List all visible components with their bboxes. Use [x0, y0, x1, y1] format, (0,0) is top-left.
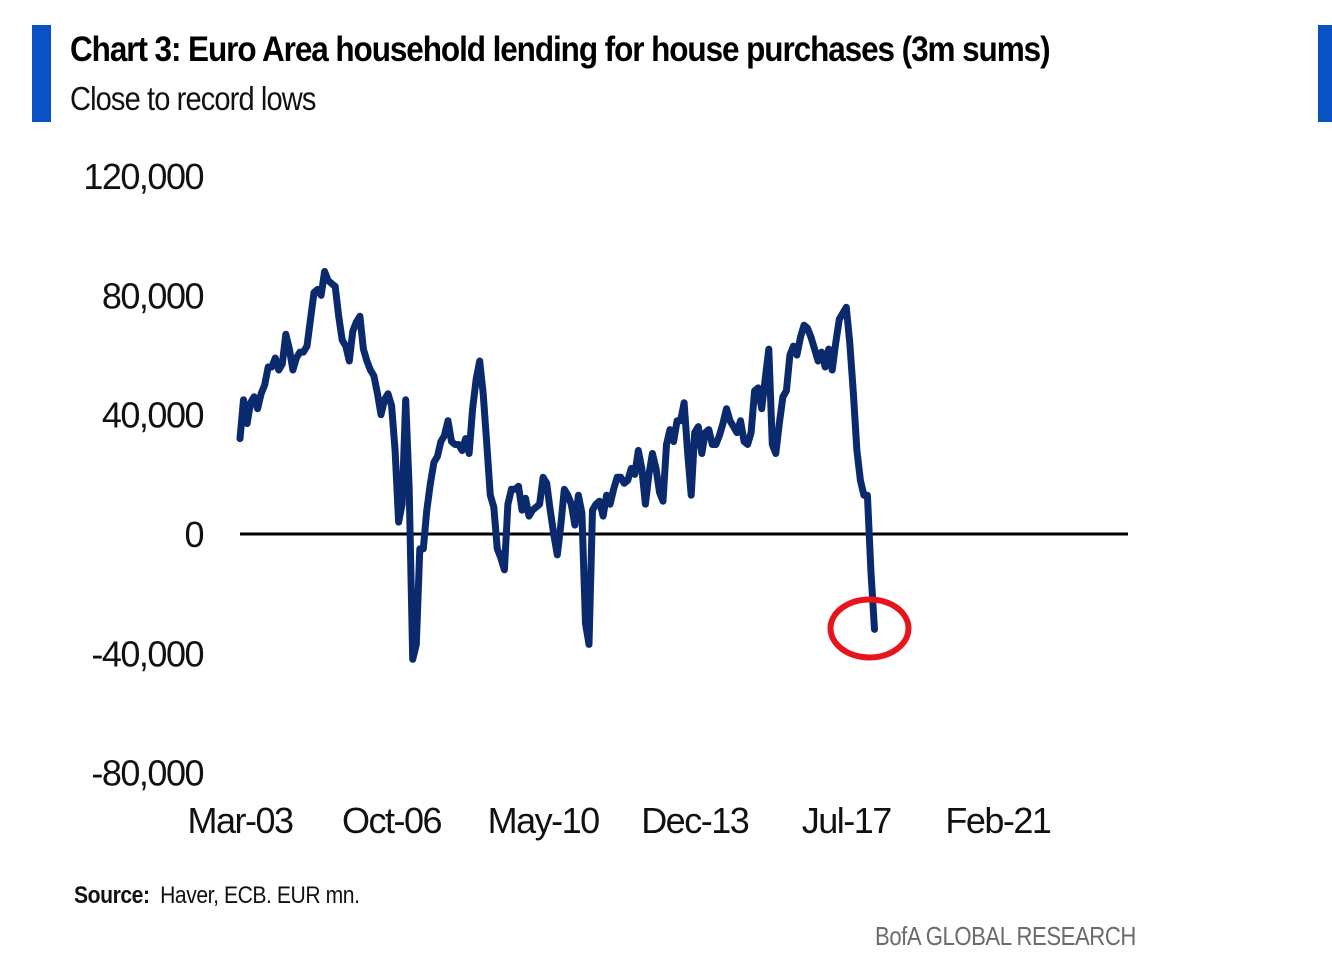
chart-title: Chart 3: Euro Area household lending for… [70, 30, 1051, 69]
x-tick-label: Oct-06 [342, 800, 442, 841]
x-tick-label: Dec-13 [641, 800, 749, 841]
x-tick-label: May-10 [488, 800, 600, 841]
source-note: Source: Haver, ECB. EUR mn. [74, 882, 360, 910]
accent-bar-right [1318, 25, 1332, 122]
y-tick-label: 80,000 [102, 275, 204, 316]
y-axis: 120,000 80,000 40,000 0 -40,000 -80,000 [83, 156, 205, 794]
accent-bar-left [32, 25, 51, 122]
source-text: Haver, ECB. EUR mn. [160, 882, 360, 909]
highlight-circle [827, 596, 912, 661]
y-tick-label: -80,000 [91, 753, 203, 794]
y-tick-label: 0 [184, 514, 203, 555]
y-tick-label: 40,000 [102, 395, 204, 436]
annotation-group [827, 596, 912, 661]
series-group [236, 268, 878, 663]
x-axis: Mar-03 Oct-06 May-10 Dec-13 Jul-17 Feb-21 [187, 800, 1052, 841]
series-line [236, 268, 878, 663]
x-tick-label: Feb-21 [945, 800, 1051, 841]
x-tick-label: Jul-17 [802, 800, 892, 841]
y-tick-label: -40,000 [91, 633, 203, 674]
source-label: Source: [74, 882, 150, 909]
x-tick-label: Mar-03 [187, 800, 293, 841]
chart-subtitle: Close to record lows [70, 80, 316, 117]
brand-label: BofA GLOBAL RESEARCH [875, 921, 1136, 951]
y-tick-label: 120,000 [83, 156, 203, 197]
